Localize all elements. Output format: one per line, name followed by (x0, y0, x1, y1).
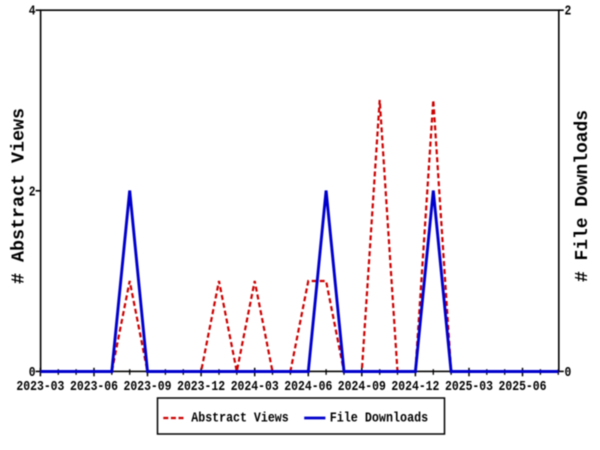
svg-text:2025-06: 2025-06 (499, 379, 547, 395)
svg-text:# Abstract Views: # Abstract Views (10, 108, 30, 284)
svg-text:4: 4 (29, 4, 36, 20)
svg-text:# File Downloads: # File Downloads (573, 110, 593, 282)
svg-text:2024-12: 2024-12 (391, 379, 439, 395)
svg-text:2025-03: 2025-03 (445, 379, 493, 395)
svg-text:2024-03: 2024-03 (231, 379, 279, 395)
svg-text:2: 2 (29, 185, 36, 201)
svg-text:Abstract Views: Abstract Views (191, 411, 288, 427)
svg-text:2023-06: 2023-06 (70, 379, 118, 395)
svg-text:2023-12: 2023-12 (177, 379, 225, 395)
svg-text:File Downloads: File Downloads (330, 411, 429, 427)
svg-text:2024-06: 2024-06 (284, 379, 332, 395)
svg-text:0: 0 (565, 365, 572, 381)
svg-text:2023-09: 2023-09 (124, 379, 172, 395)
svg-text:2023-03: 2023-03 (16, 379, 64, 395)
svg-text:2024-09: 2024-09 (338, 379, 386, 395)
svg-text:2: 2 (565, 4, 572, 20)
svg-text:0: 0 (29, 365, 36, 381)
